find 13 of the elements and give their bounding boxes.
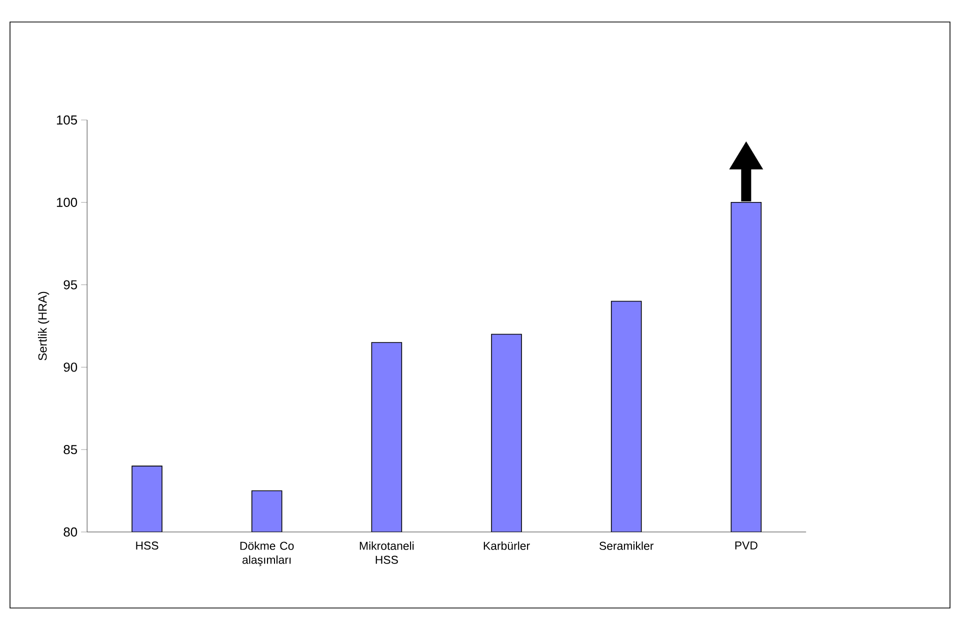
x-tick-label: Seramikler (599, 542, 654, 550)
x-tick-label: Mikrotaneli HSS (360, 542, 414, 564)
y-tick-label: 80 (64, 527, 78, 537)
y-tick-label: 85 (64, 444, 78, 454)
x-tick-label: HSS (136, 542, 158, 550)
y-tick-label: 105 (56, 115, 78, 125)
y-tick-label: 100 (56, 198, 78, 207)
y-tick-label: 95 (64, 280, 78, 290)
y-axis-title: Sertlik (HRA) (38, 292, 50, 360)
x-tick-label: PVD (735, 542, 758, 550)
x-tick-label: Karbürler (484, 542, 530, 550)
y-tick-label: 90 (64, 362, 78, 372)
x-tick-label: Dökme Co alaşımları (240, 542, 294, 566)
